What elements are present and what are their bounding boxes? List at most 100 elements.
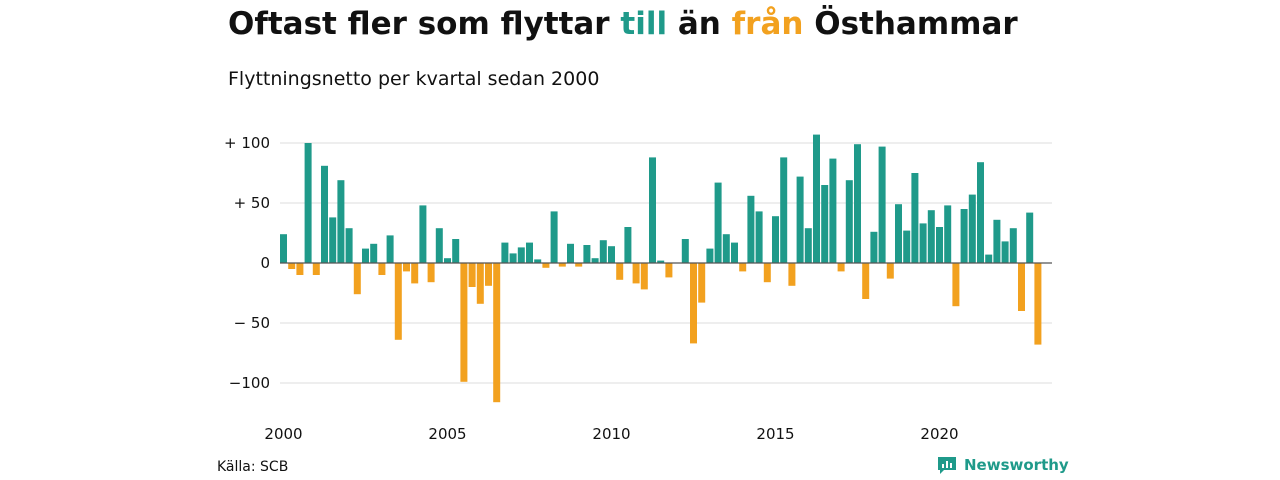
bar <box>755 211 763 263</box>
bar <box>747 195 755 263</box>
bar <box>378 263 386 275</box>
bar <box>312 263 320 275</box>
bar <box>936 227 943 263</box>
bar <box>714 182 722 263</box>
x-tick-label: 2020 <box>920 425 958 443</box>
bar <box>567 243 574 263</box>
bar <box>895 204 902 263</box>
bar <box>419 205 427 263</box>
bar <box>698 263 706 303</box>
bar <box>509 253 517 263</box>
x-tick-label: 2010 <box>592 425 630 443</box>
bar <box>403 263 410 272</box>
bar <box>632 263 640 284</box>
title-highlight-till: till <box>620 6 668 42</box>
bar <box>468 263 476 287</box>
bar <box>796 176 804 263</box>
y-tick-label: + 50 <box>234 194 270 212</box>
newsworthy-logo[interactable]: Newsworthy <box>936 455 1069 475</box>
bar <box>854 144 861 263</box>
bar <box>960 209 968 263</box>
bar <box>690 263 697 344</box>
bar <box>640 263 648 290</box>
bar <box>558 263 566 267</box>
y-tick-label: − 50 <box>234 314 270 332</box>
bar <box>599 240 607 263</box>
bar <box>329 217 337 263</box>
bar <box>681 239 689 263</box>
bar <box>321 165 328 263</box>
x-axis-ticks: 2000 2005 2010 2015 2020 <box>264 425 958 443</box>
bar <box>968 194 976 263</box>
bar <box>353 263 361 295</box>
bar <box>977 162 984 263</box>
source-label: Källa: SCB <box>217 459 289 475</box>
bar <box>345 228 353 263</box>
bar <box>280 234 287 263</box>
title-part: Oftast fler som flyttar <box>228 6 621 42</box>
bar <box>452 239 460 263</box>
bar <box>493 263 501 403</box>
bar <box>878 146 886 263</box>
bar <box>1009 228 1017 263</box>
bar <box>534 259 542 263</box>
y-axis-ticks: + 100 + 50 0 − 50 −100 <box>224 134 270 392</box>
bar <box>616 263 624 280</box>
bar <box>476 263 484 304</box>
x-tick-label: 2000 <box>264 425 302 443</box>
bar <box>985 254 993 263</box>
bar <box>837 263 845 272</box>
x-tick-label: 2015 <box>756 425 794 443</box>
x-tick-label: 2005 <box>428 425 466 443</box>
bar <box>772 216 779 263</box>
bar <box>993 219 1001 263</box>
bar <box>370 243 378 263</box>
bar <box>288 263 296 269</box>
title-part: Östhammar <box>803 6 1018 42</box>
bar <box>362 248 369 263</box>
bar <box>517 247 525 263</box>
bar <box>780 157 788 263</box>
bar <box>337 180 345 263</box>
bar <box>788 263 796 286</box>
bar <box>862 263 870 299</box>
bar <box>911 173 919 263</box>
bar <box>829 158 837 263</box>
bar <box>427 263 435 283</box>
bar <box>722 234 730 263</box>
bar <box>435 228 443 263</box>
bar <box>608 246 615 263</box>
bar <box>804 228 812 263</box>
bar <box>903 230 911 263</box>
bar <box>304 143 312 263</box>
bar <box>731 242 738 263</box>
bar <box>845 180 853 263</box>
bar <box>1034 263 1042 345</box>
title-highlight-fran: från <box>731 6 804 42</box>
bar <box>444 258 451 263</box>
bar <box>550 211 558 263</box>
bar <box>526 242 533 263</box>
bar <box>944 205 952 263</box>
bar <box>460 263 468 382</box>
bar <box>583 245 591 263</box>
y-tick-label: + 100 <box>224 134 270 152</box>
y-tick-label: 0 <box>260 254 270 272</box>
newsworthy-logo-icon <box>938 457 956 474</box>
bar <box>386 235 394 263</box>
bar <box>763 263 771 283</box>
bar <box>542 263 550 268</box>
bar <box>624 227 632 263</box>
y-tick-label: −100 <box>229 374 270 392</box>
bar <box>821 185 829 263</box>
bar <box>919 223 927 263</box>
title-part: än <box>667 6 732 42</box>
bar <box>665 263 673 278</box>
bar <box>657 260 665 263</box>
bar <box>1001 241 1009 263</box>
bar <box>739 263 747 272</box>
bar <box>575 263 583 267</box>
bar <box>485 263 492 286</box>
bar <box>591 258 599 263</box>
